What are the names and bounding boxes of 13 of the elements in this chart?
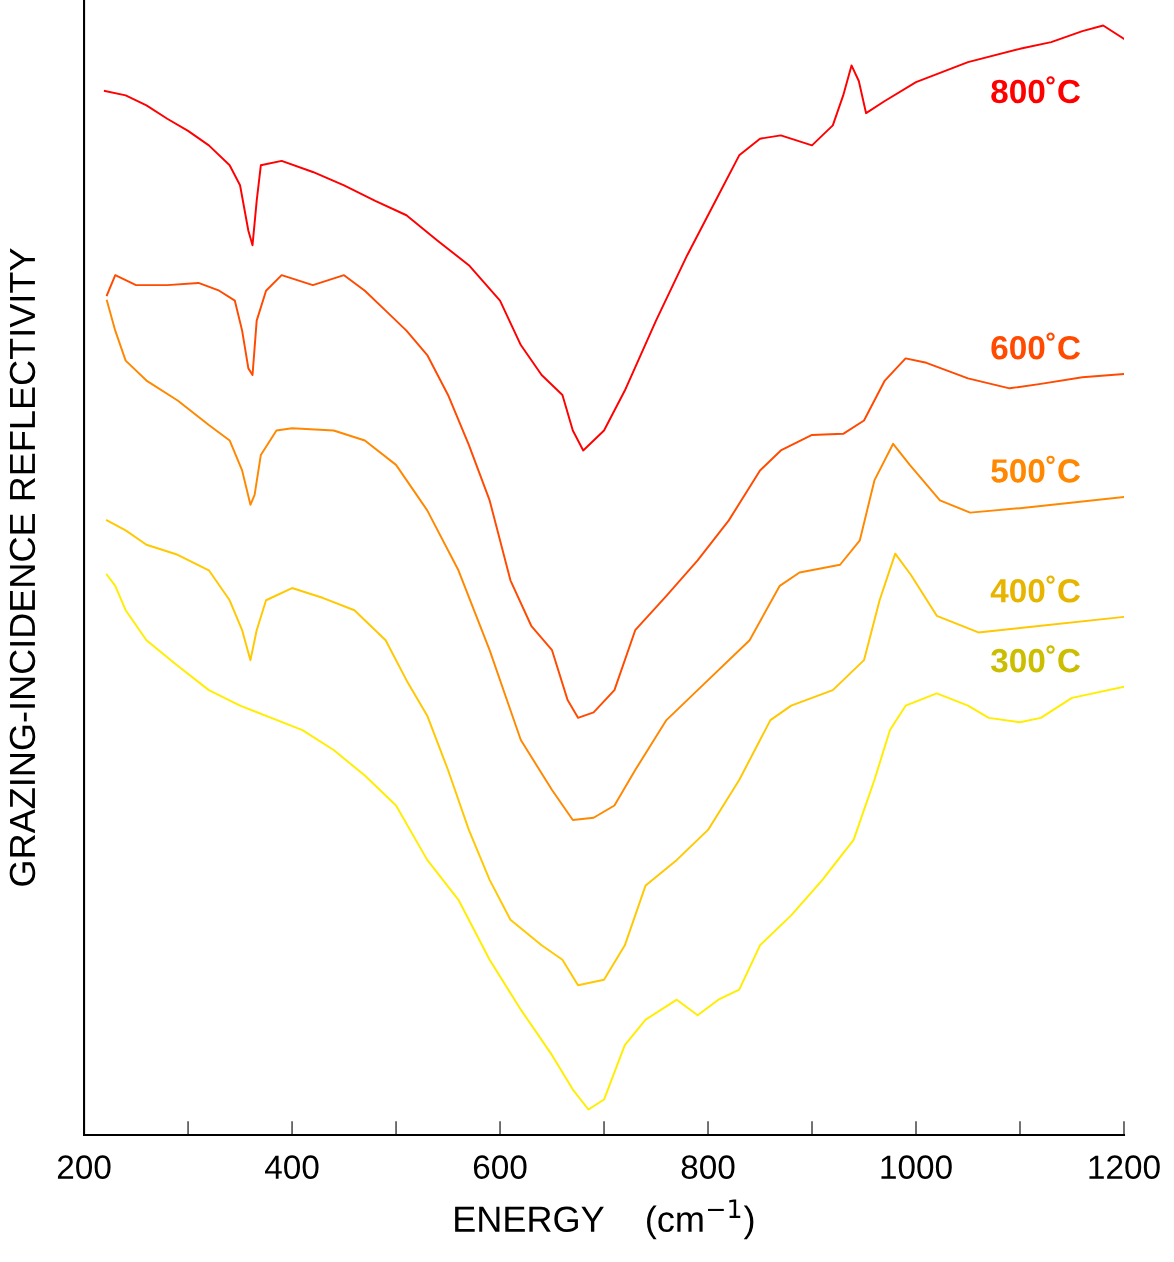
x-tick-label: 600 (473, 1155, 527, 1179)
series-label: 400˚C (990, 575, 1081, 603)
series-label: 500˚C (991, 455, 1081, 483)
y-axis-title: GRAZING-INCIDENCE REFLECTIVITY (9, 248, 36, 886)
x-tick-label: 1000 (881, 1155, 952, 1179)
x-tick-label: 400 (265, 1155, 319, 1179)
x-tick-label: 1200 (1089, 1155, 1160, 1179)
x-axis-title: ENERGY (cm$^{−1}$) (455, 1199, 754, 1240)
series-label: 300˚C (990, 645, 1081, 673)
x-tick-label: 200 (57, 1155, 111, 1179)
series-label: 800˚C (991, 76, 1081, 104)
series-label: 600˚C (991, 332, 1081, 360)
x-tick-label: 800 (681, 1155, 735, 1179)
